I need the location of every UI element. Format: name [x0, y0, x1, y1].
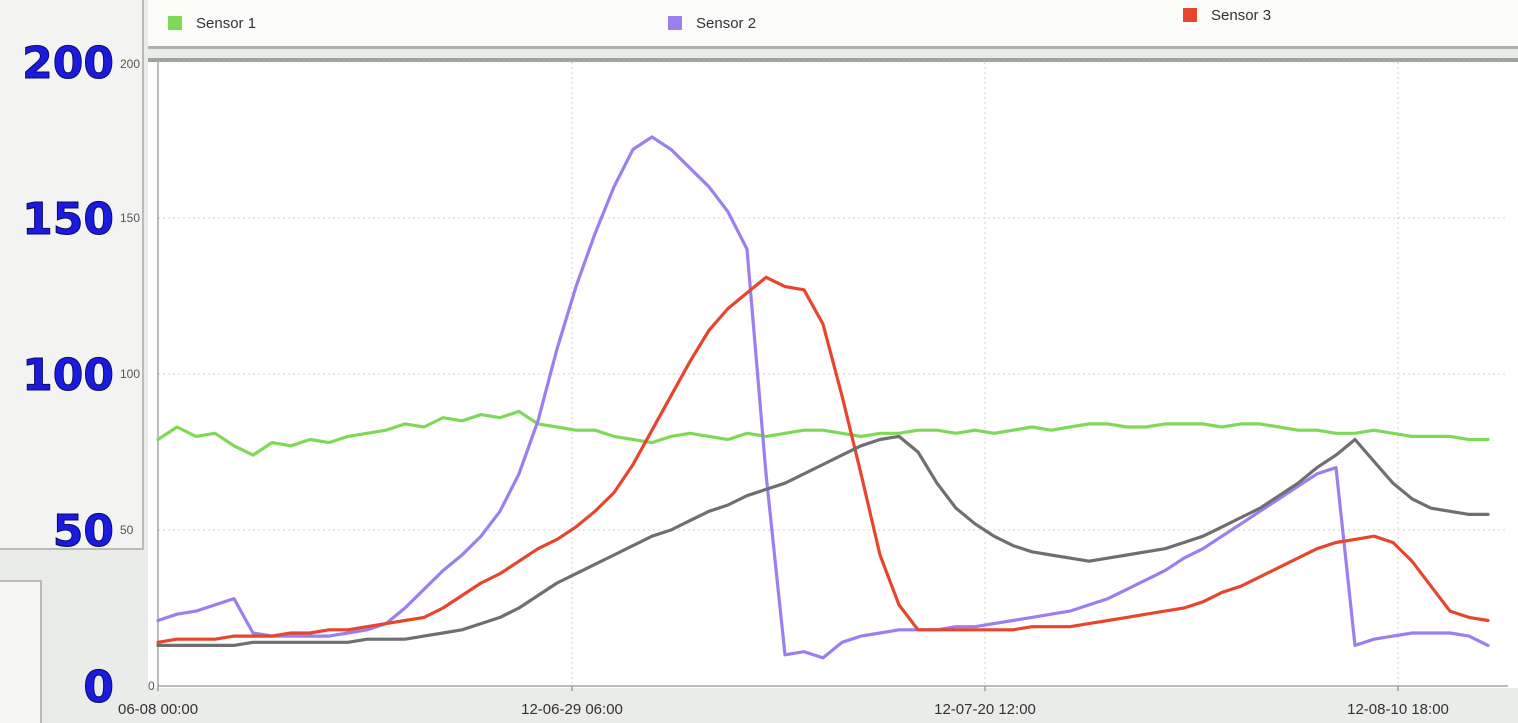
series-line-2	[156, 135, 1490, 660]
x-tick-label-0: 06-08 00:00	[118, 701, 198, 718]
y-tick-large-50: 50	[53, 506, 114, 557]
y-tick-large-100: 100	[22, 350, 114, 401]
y-tick-small-200: 200	[120, 57, 140, 71]
left-panel-lower	[0, 580, 42, 723]
chart-grid	[157, 61, 1508, 687]
legend-label-sensor-3: Sensor 3	[1211, 6, 1272, 24]
y-tick-small-0: 0	[148, 679, 155, 693]
legend-item-sensor-1[interactable]: Sensor 1	[168, 12, 256, 34]
series-line-4	[156, 434, 1490, 648]
legend-label-sensor-2: Sensor 2	[696, 14, 757, 32]
x-tick-label-1: 12-06-29 06:00	[521, 701, 623, 718]
x-axis-ticks: 06-08 00:00 12-06-29 06:00 12-07-20 12:00 1…	[118, 686, 1449, 718]
legend-swatch-sensor-3	[1183, 8, 1197, 22]
y-tick-small-50: 50	[120, 523, 134, 537]
left-panel	[0, 0, 144, 550]
chart-legend: Sensor 1 Sensor 2 Sensor 3	[148, 0, 1518, 49]
y-tick-large-150: 150	[22, 194, 114, 245]
y-tick-large-0: 0	[83, 662, 114, 713]
y-axis-large-ticks: 0 50 100 150 200	[22, 38, 115, 714]
y-axis-small-ticks: 0 50 100 150 200	[120, 57, 155, 693]
series-line-3	[156, 275, 1490, 644]
y-tick-small-100: 100	[120, 367, 140, 381]
y-tick-small-150: 150	[120, 211, 140, 225]
y-tick-large-200: 200	[22, 38, 114, 89]
legend-label-sensor-1: Sensor 1	[196, 14, 257, 32]
x-tick-label-2: 12-07-20 12:00	[934, 701, 1036, 718]
plot-area	[148, 58, 1518, 688]
x-tick-label-3: 12-08-10 18:00	[1347, 701, 1449, 718]
legend-item-sensor-2[interactable]: Sensor 2	[668, 12, 756, 34]
series-line-1	[156, 409, 1490, 457]
legend-swatch-sensor-1	[168, 16, 182, 30]
legend-item-sensor-3[interactable]: Sensor 3	[1183, 4, 1271, 26]
chart-series	[156, 135, 1490, 660]
legend-swatch-sensor-2	[668, 16, 682, 30]
